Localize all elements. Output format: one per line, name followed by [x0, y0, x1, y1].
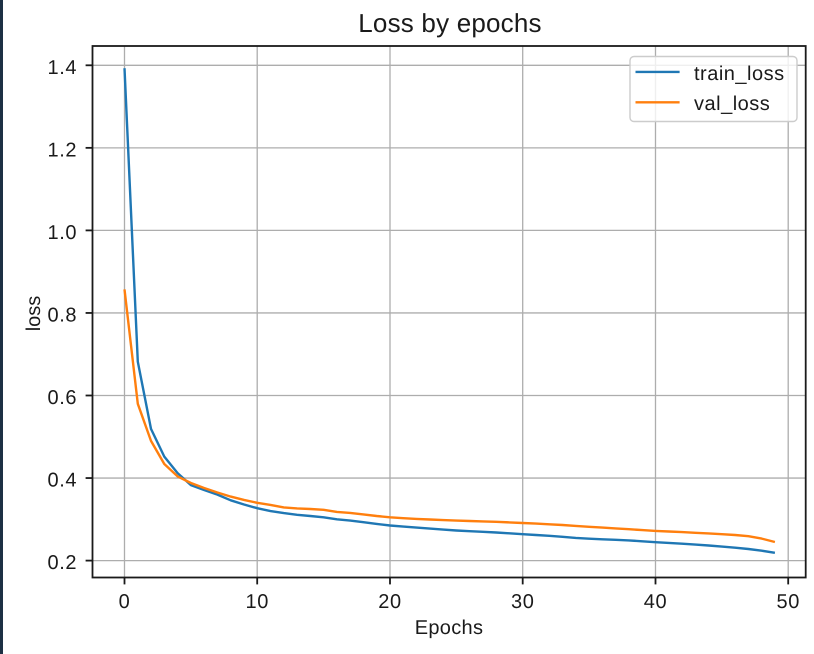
svg-text:val_loss: val_loss [694, 93, 770, 115]
svg-text:0.4: 0.4 [47, 470, 77, 492]
svg-text:10: 10 [245, 591, 268, 613]
svg-text:20: 20 [378, 591, 401, 613]
svg-text:0.2: 0.2 [47, 552, 77, 574]
svg-text:50: 50 [776, 591, 799, 613]
svg-text:0: 0 [119, 591, 131, 613]
svg-text:Loss by epochs: Loss by epochs [358, 8, 541, 38]
svg-text:train_loss: train_loss [694, 63, 785, 85]
svg-text:1.4: 1.4 [47, 57, 77, 79]
svg-text:30: 30 [511, 591, 534, 613]
svg-text:Epochs: Epochs [415, 617, 484, 639]
svg-text:0.8: 0.8 [47, 304, 77, 326]
svg-text:loss: loss [23, 296, 45, 332]
svg-text:40: 40 [644, 591, 667, 613]
svg-text:0.6: 0.6 [47, 387, 77, 409]
svg-text:1.2: 1.2 [47, 139, 77, 161]
svg-text:1.0: 1.0 [47, 222, 77, 244]
